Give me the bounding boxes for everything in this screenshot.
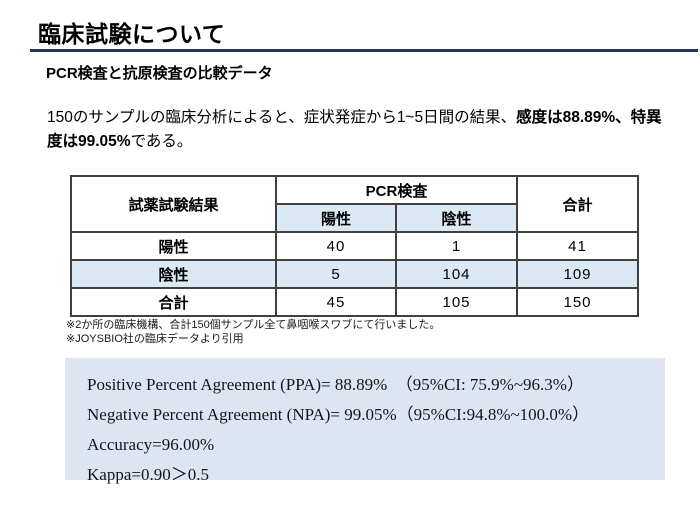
table-cell: 104 — [395, 259, 518, 289]
results-table: 試薬試験結果 PCR検査 合計 陽性 陰性 陽性 40 1 41 陰性 5 10… — [70, 175, 639, 317]
table-header-row-1: 試薬試験結果 PCR検査 合計 — [70, 175, 639, 233]
footnote-line: ※JOYSBIO社の臨床データより引用 — [66, 333, 244, 345]
table-row: 合計 45 105 150 — [70, 287, 639, 317]
table-row: 陽性 40 1 41 — [70, 231, 639, 261]
table-cell: 109 — [516, 259, 639, 289]
footnotes: ※2か所の臨床機構、合計150個サンプル全て鼻咽喉スワブにて行いました。 ※JO… — [66, 318, 440, 346]
table-cell: 41 — [516, 231, 639, 261]
row-label: 陽性 — [70, 231, 277, 261]
table-cell: 45 — [275, 287, 397, 317]
subheader-negative-cell: 陰性 — [395, 203, 518, 233]
total-header-cell: 合計 — [516, 175, 639, 233]
table-cell: 1 — [395, 231, 518, 261]
table-cell: 40 — [275, 231, 397, 261]
group-header-cell: PCR検査 — [275, 175, 518, 205]
corner-header-cell: 試薬試験結果 — [70, 175, 277, 233]
stat-accuracy: Accuracy=96.00% — [87, 435, 215, 454]
section-heading: PCR検査と抗原検査の比較データ — [46, 65, 273, 82]
table-header-row-2: 陽性 陰性 — [71, 203, 638, 233]
footnote-line: ※2か所の臨床機構、合計150個サンプル全て鼻咽喉スワブにて行いました。 — [66, 319, 441, 331]
row-label: 陰性 — [70, 259, 277, 289]
intro-text-normal: 150のサンプルの臨床分析によると、症状発症から1~5日間の結果、 — [47, 109, 517, 126]
intro-paragraph: 150のサンプルの臨床分析によると、症状発症から1~5日間の結果、感度は88.8… — [47, 106, 675, 154]
page-title: 臨床試験について — [38, 21, 226, 47]
stats-box: Positive Percent Agreement (PPA)= 88.89%… — [65, 358, 665, 484]
subheader-positive-cell: 陽性 — [275, 203, 397, 233]
table-cell: 105 — [395, 287, 518, 317]
table-cell: 5 — [275, 259, 397, 289]
stat-npa: Negative Percent Agreement (NPA)= 99.05%… — [87, 405, 590, 424]
intro-text-tail: である。 — [130, 133, 193, 150]
stat-ppa: Positive Percent Agreement (PPA)= 88.89%… — [87, 375, 584, 394]
table-cell: 150 — [516, 287, 639, 317]
table-row: 陰性 5 104 109 — [70, 259, 639, 289]
row-label: 合計 — [70, 287, 277, 317]
stat-kappa: Kappa=0.90＞0.5 — [87, 465, 209, 484]
title-underline — [30, 49, 698, 52]
intro-text-bold: 感度は88.89%、特異度は99.05% — [47, 109, 662, 150]
